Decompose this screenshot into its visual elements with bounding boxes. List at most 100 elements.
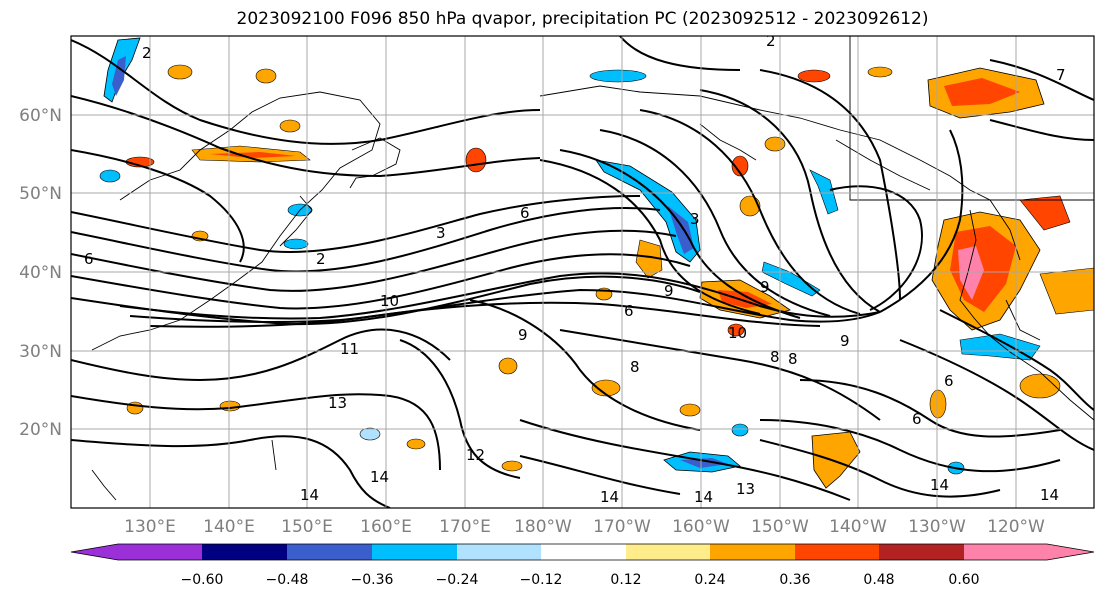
colorbar-tick-label: −0.36 (351, 572, 394, 588)
precip-positive-patch (219, 400, 241, 412)
precip-positive-patch (764, 136, 786, 152)
contour-label: 2 (766, 32, 776, 50)
precip-positive-band (944, 78, 1020, 106)
precip-positive-band (958, 246, 984, 300)
colorbar-segment (71, 544, 202, 560)
contour-label: 8 (630, 358, 640, 376)
colorbar-tick-label: 0.48 (863, 572, 894, 588)
colorbar-segment (541, 544, 626, 560)
colorbar-tick-label: −0.12 (520, 572, 563, 588)
lon-label: 140°W (829, 517, 887, 537)
contour-label: 8 (770, 348, 780, 366)
precip-positive-patch (255, 68, 277, 84)
contour-label: 3 (690, 210, 700, 228)
precip-negative-patch (99, 169, 121, 183)
precip-negative-band (959, 333, 1041, 361)
map-frame (70, 35, 1095, 509)
precip-negative-patch (283, 238, 309, 250)
precip-negative-band (680, 458, 728, 468)
lon-label: 170°E (439, 517, 491, 537)
precip-positive-patch (501, 460, 523, 472)
lon-label: 140°E (203, 517, 255, 537)
contour-label: 6 (520, 204, 530, 222)
colorbar-segment (795, 544, 879, 560)
precip-positive-band (1019, 195, 1071, 231)
precip-positive-patch (498, 357, 518, 375)
precip-positive-patch (167, 64, 193, 80)
precip-positive-band (635, 239, 663, 279)
colorbar-segment (202, 544, 287, 560)
precip-negative-patch (359, 427, 381, 441)
precip-negative-patch (112, 56, 126, 96)
colorbar-segment (287, 544, 372, 560)
colorbar-tick-label: 0.24 (694, 572, 725, 588)
precip-positive-patch (739, 195, 761, 217)
precip-negative-patch (589, 69, 647, 83)
colorbar-segment (710, 544, 795, 560)
contour-label: 6 (944, 372, 954, 390)
colorbar-tick-label: 0.12 (610, 572, 641, 588)
contour-label: 9 (840, 332, 850, 350)
qvapor-contours (71, 36, 1094, 508)
lon-label: 150°W (751, 517, 809, 537)
contour-label: 10 (728, 324, 747, 342)
contour-label: 9 (664, 282, 674, 300)
contour-label: 14 (1040, 486, 1059, 504)
precip-positive-patch (929, 389, 947, 419)
contour-label: 13 (736, 480, 755, 498)
contour-label: 3 (436, 224, 446, 242)
colorbar-tick-label: −0.48 (266, 572, 309, 588)
contour-label: 13 (328, 394, 347, 412)
contour-label: 6 (84, 250, 94, 268)
precip-positive-patch (591, 379, 621, 397)
lon-label: 130°W (908, 517, 966, 537)
colorbar-outline (70, 543, 1095, 561)
precip-positive-patch (727, 323, 745, 337)
contour-label: 9 (760, 278, 770, 296)
lat-label: 50°N (19, 184, 62, 204)
precip-positive-patch (867, 66, 893, 78)
contour-label: 14 (600, 488, 619, 506)
lon-label: 130°E (124, 517, 176, 537)
longitude-labels: 130°E 140°E 150°E 160°E 170°E 180°W 170°… (124, 517, 1045, 537)
latitude-labels: 60°N 50°N 40°N 30°N 20°N (19, 106, 62, 440)
coastlines (91, 36, 1094, 501)
precip-negative-patch (731, 423, 749, 437)
contour-label: 12 (466, 446, 485, 464)
lon-label: 170°W (593, 517, 651, 537)
contour-label: 9 (518, 326, 528, 344)
lat-label: 20°N (19, 420, 62, 440)
precip-positive-patch (797, 69, 831, 83)
lon-label: 160°W (672, 517, 730, 537)
precip-positive-patch (279, 119, 301, 133)
contour-label: 7 (1056, 66, 1066, 84)
contour-label: 6 (912, 410, 922, 428)
lat-label: 30°N (19, 342, 62, 362)
colorbar-segment (372, 544, 457, 560)
colorbar-segment (879, 544, 964, 560)
precip-positive-patch (679, 403, 701, 417)
colorbar-tick-label: 0.60 (948, 572, 979, 588)
precip-positive-band (1039, 267, 1094, 315)
lon-label: 180°W (514, 517, 572, 537)
precip-positive-patch (406, 438, 426, 450)
contour-label: 14 (300, 486, 319, 504)
lat-label: 60°N (19, 106, 62, 126)
colorbar-tick-label: −0.24 (436, 572, 479, 588)
contour-label: 14 (694, 488, 713, 506)
colorbar-tick-label: −0.60 (181, 572, 224, 588)
map-panel: 2 2 3 3 2 6 6 10 11 13 9 9 6 10 8 8 9 12… (70, 32, 1095, 509)
precip-positive-patch (731, 155, 749, 177)
precip-positive-patch (465, 147, 487, 173)
lon-label: 120°W (987, 517, 1045, 537)
contour-label: 2 (316, 250, 326, 268)
contour-label: 8 (788, 350, 798, 368)
precip-negative-band (809, 169, 839, 215)
grid-lines (71, 36, 1094, 508)
lat-label: 40°N (19, 263, 62, 283)
colorbar-tick-label: 0.36 (779, 572, 810, 588)
contour-label: 2 (142, 44, 152, 62)
contour-label: 6 (624, 302, 634, 320)
contour-label: 14 (930, 476, 949, 494)
